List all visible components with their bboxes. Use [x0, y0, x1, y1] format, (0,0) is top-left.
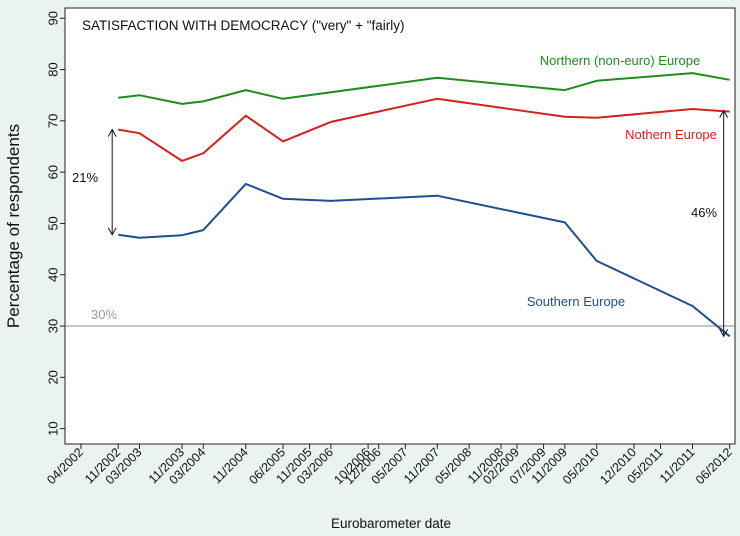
plot-area — [64, 7, 736, 445]
series-group — [118, 72, 731, 338]
y-axis-title: Percentage of respondents — [4, 124, 23, 328]
series-label-southern: Southern Europe — [527, 294, 625, 309]
y-tick-label: 50 — [46, 216, 61, 230]
y-axis: 10 20 30 40 50 60 70 80 90 — [46, 11, 65, 436]
series-label-northern-non-euro: Northern (non-euro) Europe — [540, 53, 700, 68]
y-tick-label: 40 — [46, 267, 61, 281]
annotation-label-21: 21% — [72, 170, 98, 185]
y-tick-label: 30 — [46, 319, 61, 333]
y-tick-label: 80 — [46, 62, 61, 76]
annotation-arrowhead-bottom — [719, 329, 729, 338]
y-tick-label: 10 — [46, 421, 61, 435]
annotation-arrowhead-top — [107, 128, 117, 137]
x-tick-label: 06/2012 — [693, 445, 735, 487]
x-tick-label: 11/2004 — [210, 445, 251, 486]
x-tick-label: 11/2011 — [657, 445, 698, 486]
series-label-nothern: Nothern Europe — [625, 127, 717, 142]
x-axis-title: Eurobarometer date — [331, 516, 451, 531]
annotation-label-46: 46% — [691, 205, 717, 220]
series-line-1 — [118, 97, 730, 162]
annotation-group — [107, 109, 729, 338]
y-tick-label: 70 — [46, 114, 61, 128]
series-line-2 — [118, 182, 731, 338]
annotation-arrowhead-bottom — [107, 227, 117, 236]
annotation-arrowhead-top — [719, 109, 729, 118]
x-tick-label: 04/2002 — [44, 445, 86, 487]
y-tick-label: 20 — [46, 370, 61, 384]
series-line-0 — [118, 72, 730, 105]
chart-title: SATISFACTION WITH DEMOCRACY ("very" + "f… — [82, 18, 405, 33]
reference-line-label: 30% — [91, 307, 117, 322]
y-tick-label: 90 — [46, 11, 61, 25]
y-tick-label: 60 — [46, 165, 61, 179]
